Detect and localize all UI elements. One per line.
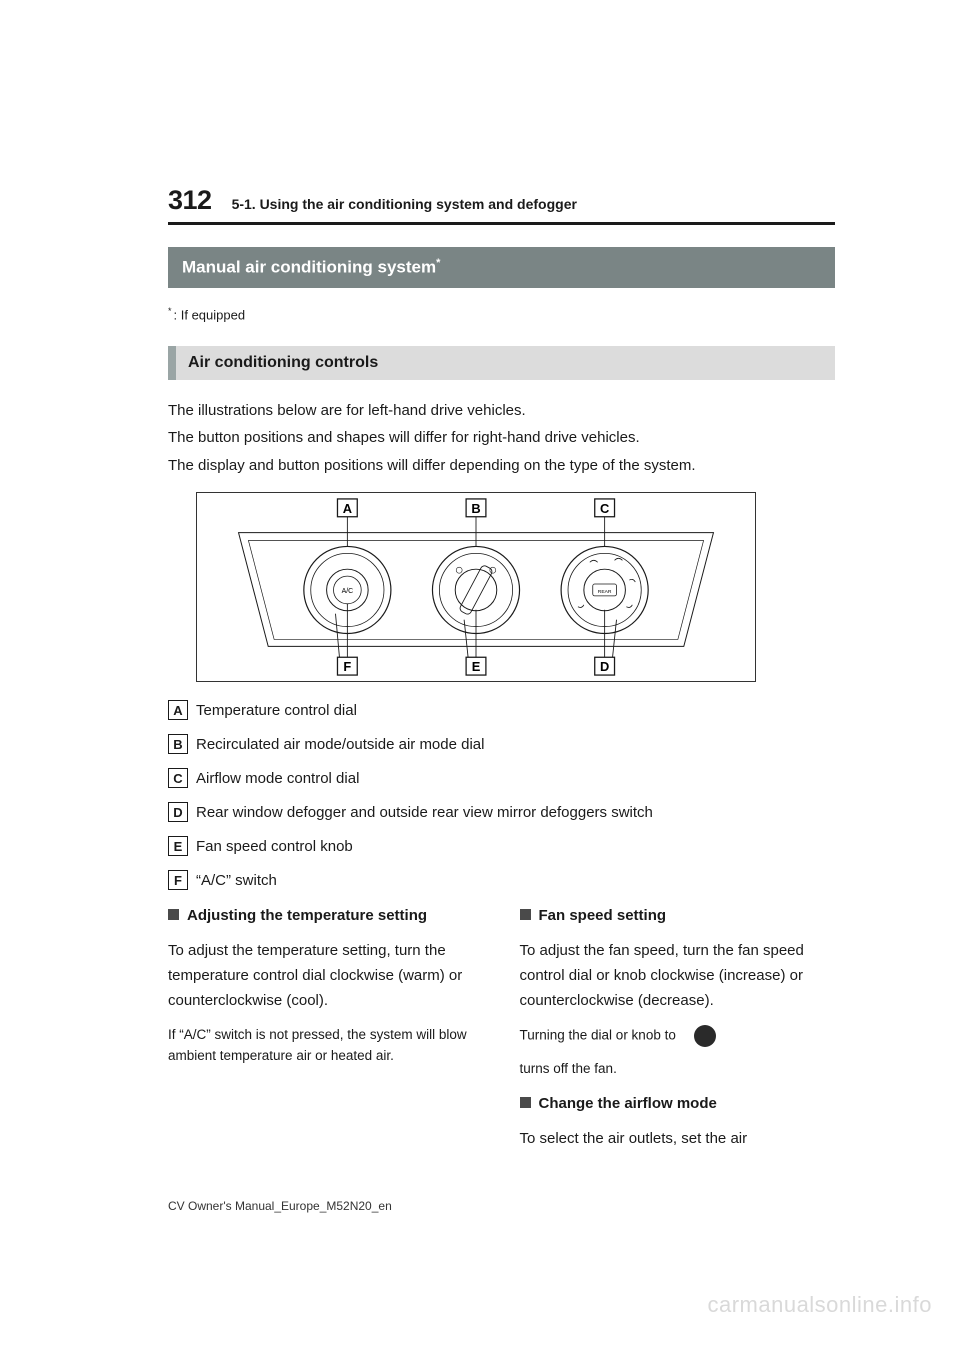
diagram-label-b: B bbox=[466, 499, 486, 546]
heading-text: Fan speed setting bbox=[539, 904, 667, 929]
ac-label: A/C bbox=[342, 588, 354, 595]
body-text: To select the air outlets, set the air bbox=[520, 1127, 836, 1152]
footnote: *: If equipped bbox=[168, 306, 835, 322]
svg-text:C: C bbox=[600, 501, 609, 516]
heading-text: Change the airflow mode bbox=[539, 1092, 717, 1117]
legend-item: C Airflow mode control dial bbox=[168, 768, 835, 788]
diagram-label-d: D bbox=[595, 610, 617, 675]
body-note: turns off the fan. bbox=[520, 1059, 836, 1080]
page-header: 312 5-1. Using the air conditioning syst… bbox=[168, 185, 835, 225]
intro-line: The display and button positions will di… bbox=[168, 453, 835, 479]
right-column: Fan speed setting To adjust the fan spee… bbox=[520, 904, 836, 1163]
legend-item: D Rear window defogger and outside rear … bbox=[168, 802, 835, 822]
diagram-label-c: C bbox=[595, 499, 615, 546]
column-heading: Fan speed setting bbox=[520, 904, 836, 929]
legend-key: C bbox=[168, 768, 188, 788]
legend-text: Airflow mode control dial bbox=[196, 770, 359, 787]
svg-text:F: F bbox=[343, 660, 351, 675]
heading-text: Adjusting the temperature setting bbox=[187, 904, 427, 929]
legend-list: A Temperature control dial B Recirculate… bbox=[168, 700, 835, 890]
body-text: To adjust the fan speed, turn the fan sp… bbox=[520, 939, 836, 1013]
footnote-text: : If equipped bbox=[174, 307, 246, 322]
intro-line: The illustrations below are for left-han… bbox=[168, 398, 835, 424]
legend-text: Recirculated air mode/outside air mode d… bbox=[196, 736, 484, 753]
two-column-body: Adjusting the temperature setting To adj… bbox=[168, 904, 835, 1163]
square-bullet-icon bbox=[520, 1097, 531, 1108]
legend-item: F “A/C” switch bbox=[168, 870, 835, 890]
title-text: Manual air conditioning system bbox=[182, 258, 436, 277]
square-bullet-icon bbox=[520, 909, 531, 920]
footnote-mark: * bbox=[168, 306, 172, 316]
legend-text: Rear window defogger and outside rear vi… bbox=[196, 804, 653, 821]
column-heading: Adjusting the temperature setting bbox=[168, 904, 484, 929]
ac-controls-diagram: A/C REAR A bbox=[196, 492, 756, 682]
subheading-text: Air conditioning controls bbox=[188, 354, 378, 371]
svg-text:E: E bbox=[472, 660, 481, 675]
title-bar: Manual air conditioning system* bbox=[168, 247, 835, 288]
square-bullet-icon bbox=[168, 909, 179, 920]
watermark: carmanualsonline.info bbox=[707, 1292, 932, 1318]
title-footnote-mark: * bbox=[436, 257, 440, 269]
body-text: To adjust the temperature setting, turn … bbox=[168, 939, 484, 1013]
body-note: If “A/C” switch is not pressed, the syst… bbox=[168, 1025, 484, 1067]
legend-key: D bbox=[168, 802, 188, 822]
svg-text:D: D bbox=[600, 660, 609, 675]
diagram-label-e: E bbox=[464, 610, 486, 675]
rear-label: REAR bbox=[598, 589, 612, 595]
svg-text:A: A bbox=[343, 501, 352, 516]
subheading-bar: Air conditioning controls bbox=[168, 346, 835, 380]
legend-text: Fan speed control knob bbox=[196, 838, 353, 855]
manual-page: 312 5-1. Using the air conditioning syst… bbox=[0, 0, 960, 1164]
legend-key: E bbox=[168, 836, 188, 856]
column-heading: Change the airflow mode bbox=[520, 1092, 836, 1117]
section-path: 5-1. Using the air conditioning system a… bbox=[232, 196, 577, 212]
legend-item: E Fan speed control knob bbox=[168, 836, 835, 856]
note-part-a: Turning the dial or knob to bbox=[520, 1028, 676, 1043]
off-position-icon bbox=[694, 1025, 716, 1047]
page-number: 312 bbox=[168, 185, 212, 216]
legend-key: F bbox=[168, 870, 188, 890]
legend-text: Temperature control dial bbox=[196, 702, 357, 719]
intro-line: The button positions and shapes will dif… bbox=[168, 425, 835, 451]
intro-block: The illustrations below are for left-han… bbox=[168, 398, 835, 479]
left-column: Adjusting the temperature setting To adj… bbox=[168, 904, 484, 1163]
legend-text: “A/C” switch bbox=[196, 872, 277, 889]
diagram-label-a: A bbox=[337, 499, 357, 546]
svg-text:B: B bbox=[471, 501, 480, 516]
legend-item: B Recirculated air mode/outside air mode… bbox=[168, 734, 835, 754]
body-note: Turning the dial or knob to bbox=[520, 1025, 836, 1047]
legend-key: B bbox=[168, 734, 188, 754]
legend-key: A bbox=[168, 700, 188, 720]
legend-item: A Temperature control dial bbox=[168, 700, 835, 720]
document-footer: CV Owner's Manual_Europe_M52N20_en bbox=[168, 1199, 392, 1213]
